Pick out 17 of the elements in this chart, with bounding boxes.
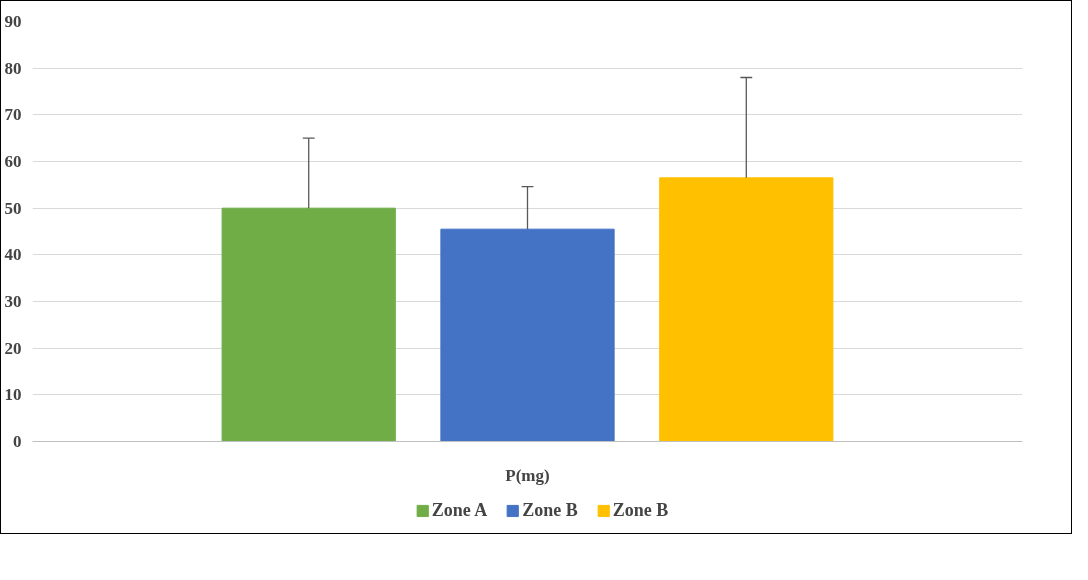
- y-tick-label: 90: [4, 12, 22, 31]
- bar: [440, 228, 615, 442]
- bar: [221, 207, 396, 442]
- y-tick-label: 60: [4, 152, 22, 171]
- y-tick-label: 80: [4, 58, 22, 78]
- legend-label: Zone B: [522, 499, 578, 521]
- y-tick-label: 50: [4, 198, 22, 218]
- y-tick-label: 70: [4, 105, 22, 125]
- y-tick-label: 30: [4, 292, 22, 311]
- y-tick-label: 20: [4, 338, 22, 358]
- bar: [659, 177, 834, 442]
- y-tick-label: 0: [13, 432, 22, 451]
- legend-label: Zone A: [431, 499, 488, 521]
- y-tick-label: 10: [4, 385, 22, 405]
- y-tick-label: 40: [4, 245, 22, 265]
- x-tick-label: P(mg): [505, 465, 550, 485]
- legend-label: Zone B: [612, 499, 669, 521]
